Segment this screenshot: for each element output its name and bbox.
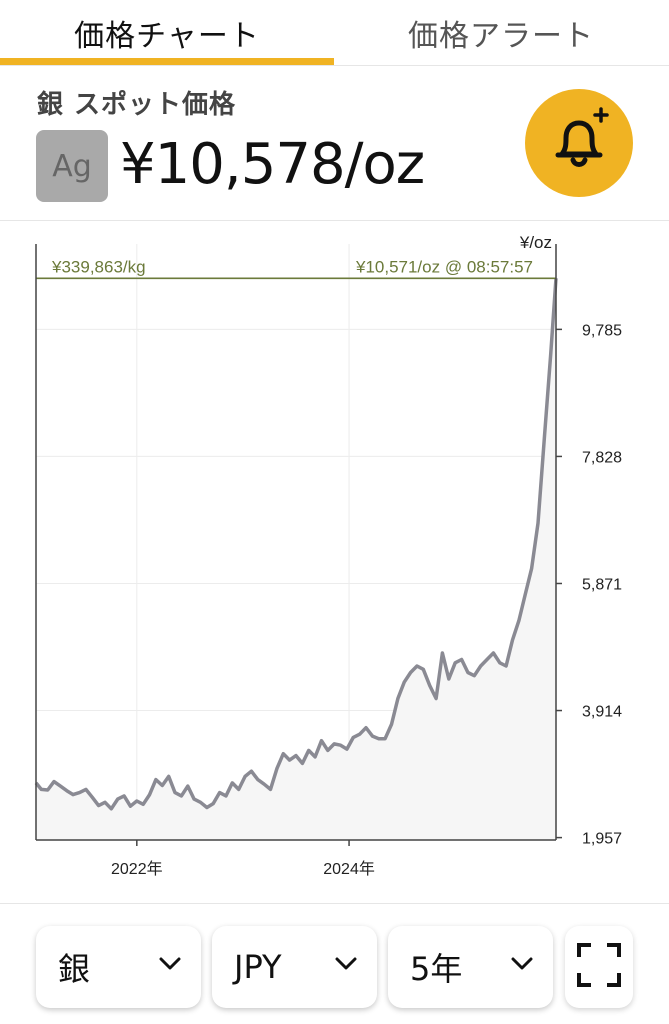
y-tick-label: 7,828 (582, 449, 622, 466)
price-area (36, 278, 556, 840)
y-unit-label: ¥/oz (519, 233, 552, 252)
y-tick-label: 1,957 (582, 831, 622, 848)
fullscreen-button[interactable] (565, 926, 633, 1008)
ref-label-oz: ¥10,571/oz @ 08:57:57 (355, 257, 533, 276)
spot-price: ¥10,578/oz (120, 132, 425, 197)
fullscreen-icon (577, 943, 621, 991)
page-title: 銀 スポット価格 (37, 90, 237, 120)
bell-plus-icon (544, 106, 614, 180)
chart-canvas[interactable]: ¥339,863/kg ¥10,571/oz @ 08:57:57 ¥/oz 1… (0, 222, 669, 902)
active-tab-indicator (0, 58, 334, 65)
x-tick-label: 2022年 (111, 860, 163, 878)
metal-symbol-badge: Ag (36, 130, 108, 202)
chevron-down-icon (159, 956, 181, 975)
range-select[interactable]: 5年 (388, 926, 553, 1008)
x-tick-label: 2024年 (323, 860, 375, 878)
chevron-down-icon (511, 956, 533, 975)
y-tick-label: 9,785 (582, 322, 622, 339)
range-select-value: 5年 (410, 950, 463, 988)
tab-bar: 価格チャート 価格アラート (0, 0, 669, 66)
add-alert-button[interactable] (525, 89, 633, 197)
metal-select[interactable]: 銀 (36, 926, 201, 1008)
tab-price-chart[interactable]: 価格チャート (74, 19, 260, 54)
chart-controls: 銀 JPY 5年 (0, 903, 669, 1024)
price-header: 銀 スポット価格 Ag ¥10,578/oz (0, 66, 669, 221)
currency-select-value: JPY (234, 948, 282, 986)
ref-label-kg: ¥339,863/kg (51, 257, 146, 276)
chevron-down-icon (335, 956, 357, 975)
y-tick-label: 5,871 (582, 576, 622, 593)
metal-select-value: 銀 (58, 950, 91, 988)
currency-select[interactable]: JPY (212, 926, 377, 1008)
price-line (34, 278, 558, 811)
price-chart[interactable]: ¥339,863/kg ¥10,571/oz @ 08:57:57 ¥/oz 1… (0, 222, 669, 902)
tab-price-alert[interactable]: 価格アラート (408, 19, 594, 54)
y-tick-label: 3,914 (582, 704, 622, 721)
